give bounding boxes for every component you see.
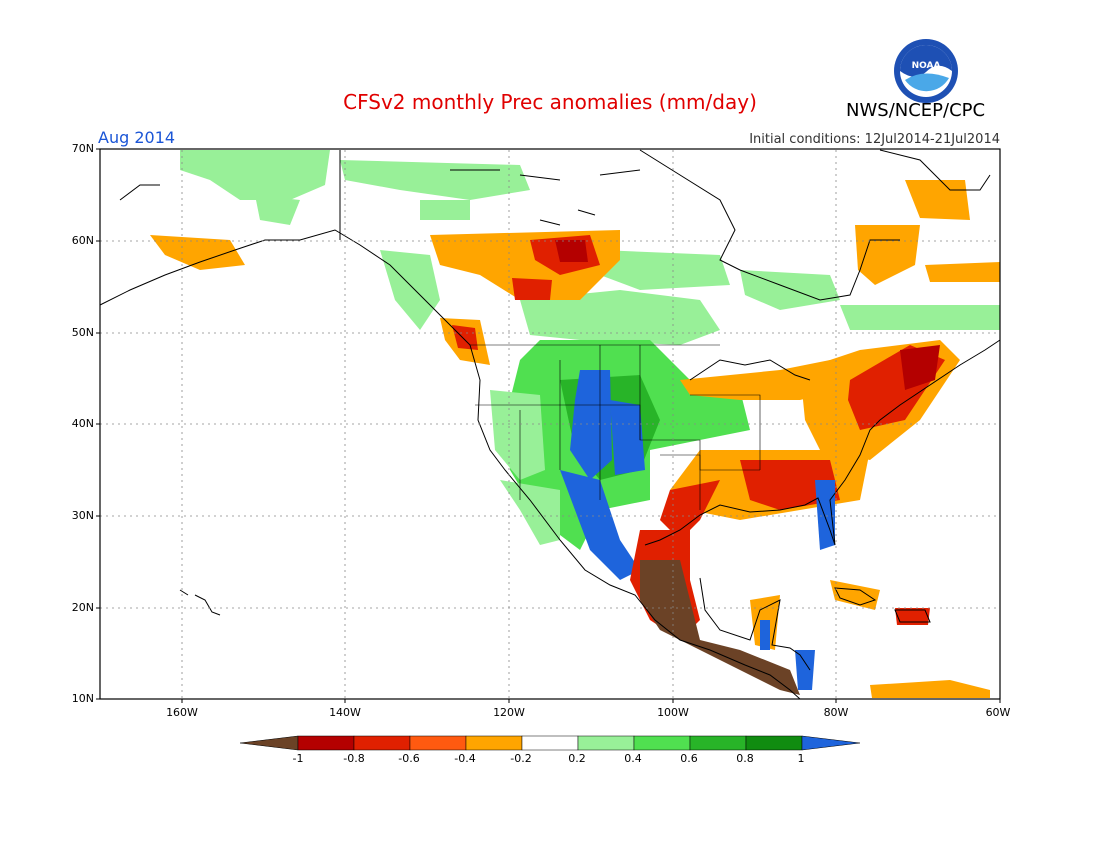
lat-label: 60N: [71, 234, 94, 247]
colorbar-label: -0.6: [398, 752, 420, 765]
noaa-logo: NOAA: [894, 39, 958, 103]
anomaly-patch: [490, 390, 545, 480]
agency-label: NWS/NCEP/CPC: [846, 100, 986, 121]
colorbar-label: -1: [292, 752, 304, 765]
anomaly-patch: [420, 200, 470, 220]
lon-label: 160W: [166, 706, 198, 719]
colorbar-label: -0.8: [343, 752, 365, 765]
map-title: CFSv2 monthly Prec anomalies (mm/day): [343, 90, 757, 114]
logo-text: NOAA: [912, 61, 941, 71]
anomaly-patch: [925, 262, 1000, 282]
anomaly-patch: [452, 325, 478, 350]
colorbar-label: 0.8: [736, 752, 754, 765]
colorbar-label: 0.2: [568, 752, 586, 765]
lon-label: 140W: [329, 706, 361, 719]
anomaly-patch: [870, 680, 990, 698]
lon-label: 100W: [657, 706, 689, 719]
anomaly-patch: [610, 400, 645, 475]
anomaly-patch: [255, 195, 300, 225]
anomaly-patch: [740, 270, 840, 310]
anomaly-patch: [520, 290, 720, 345]
lat-label: 20N: [71, 601, 94, 614]
anomaly-patch: [150, 235, 245, 270]
lon-label: 120W: [493, 706, 525, 719]
lon-label: 60W: [985, 706, 1011, 719]
anomaly-patch: [570, 370, 612, 480]
anomaly-patch: [760, 620, 770, 650]
anomaly-patch: [660, 480, 720, 540]
axis-ticks: [96, 148, 1001, 703]
lon-label: 80W: [823, 706, 849, 719]
initial-conditions: Initial conditions: 12Jul2014-21Jul2014: [749, 132, 1000, 147]
anomaly-patch: [555, 240, 588, 262]
colorbar-label: -0.2: [510, 752, 532, 765]
lat-label: 10N: [71, 692, 94, 705]
colorbar-label: 0.6: [680, 752, 698, 765]
lat-label: 50N: [71, 326, 94, 339]
graticule: [100, 150, 1000, 699]
anomaly-patch: [560, 470, 640, 580]
anomaly-field: [150, 150, 1000, 698]
coastlines: [99, 149, 1001, 700]
state-borders: [470, 344, 761, 510]
colorbar-label: 1: [797, 752, 805, 765]
anomaly-patch: [640, 560, 800, 695]
forecast-period: Aug 2014: [98, 128, 176, 147]
lat-label: 40N: [71, 417, 94, 430]
anomaly-patch: [600, 250, 730, 290]
anomaly-patch: [815, 480, 835, 550]
lat-label: 30N: [71, 509, 94, 522]
anomaly-patch: [512, 278, 552, 300]
lat-label: 70N: [71, 142, 94, 155]
anomaly-patch: [500, 480, 560, 545]
anomaly-patch: [900, 345, 940, 390]
anomaly-patch: [180, 150, 330, 200]
colorbar-label: -0.4: [454, 752, 476, 765]
anomaly-patch: [895, 608, 930, 625]
colorbar-label: 0.4: [624, 752, 642, 765]
anomaly-patch: [795, 650, 815, 690]
anomaly-patch: [740, 460, 840, 510]
anomaly-patch: [840, 305, 1000, 330]
